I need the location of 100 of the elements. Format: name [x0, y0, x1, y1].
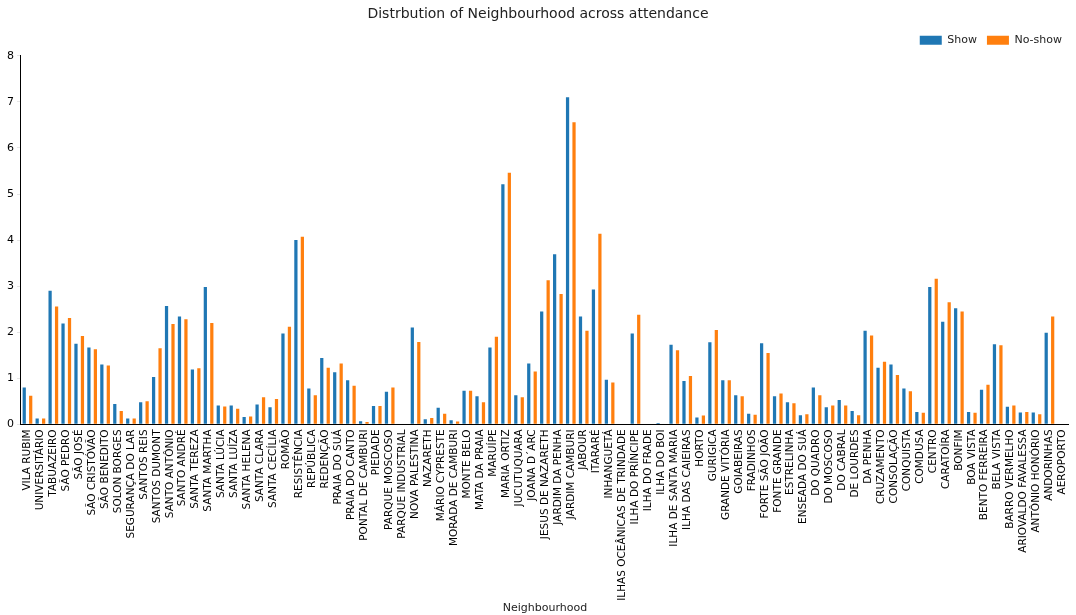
x-tick-label: BARRO VERMELHO — [1003, 429, 1016, 529]
bar — [540, 311, 544, 424]
bar — [553, 254, 557, 424]
bar — [164, 305, 169, 424]
x-tick-label: ILHA DAS CAIEIRAS — [679, 429, 692, 530]
bar — [979, 389, 984, 424]
legend-label: No-show — [1014, 33, 1062, 47]
x-tick-label: SANTO ANTÔNIO — [162, 429, 175, 519]
bar — [326, 367, 330, 424]
bar — [268, 407, 272, 424]
bar — [604, 379, 608, 424]
bar — [986, 384, 990, 424]
x-tick-label: SÃO PEDRO — [59, 429, 72, 492]
x-tick-label: NOVA PALESTINA — [408, 428, 421, 519]
x-tick-label: ILHA DO BOI — [654, 429, 667, 495]
x-tick-label: ILHA DE SANTA MARIA — [667, 428, 680, 547]
x-tick-label: BENTO FERREIRA — [977, 428, 990, 521]
x-tick-label: DO MOSCOSO — [822, 429, 835, 504]
x-tick-label: ITARARÉ — [589, 429, 602, 474]
bar — [714, 329, 718, 424]
x-tick-label: SANTA HELENA — [240, 428, 253, 510]
x-tick-label: UNIVERSITÁRIO — [33, 429, 46, 511]
x-tick-label: ARIOVALDO FAVALESSA — [1016, 428, 1029, 553]
bar — [378, 405, 382, 424]
bar — [410, 327, 414, 424]
bar — [190, 369, 195, 424]
x-tick-label: SÃO BENEDITO — [97, 429, 110, 510]
bar — [908, 391, 912, 424]
x-tick-label: BONFIM — [951, 429, 964, 471]
x-tick-label: CARATOÍRA — [938, 428, 951, 489]
bar — [747, 413, 751, 424]
x-tick-label: CONSOLAÇÃO — [886, 429, 899, 504]
x-tick-label: ESTRELINHA — [783, 428, 796, 495]
bar — [300, 236, 304, 424]
bar — [766, 352, 770, 424]
bar — [844, 405, 848, 424]
bar — [682, 381, 686, 424]
bar — [753, 414, 757, 424]
x-tick-label: JARDIM CAMBURI — [563, 429, 576, 521]
bar — [947, 302, 951, 424]
x-tick-label: DO CABRAL — [835, 429, 848, 491]
bar — [792, 403, 796, 424]
bar — [287, 326, 292, 424]
bar — [811, 387, 815, 424]
bar — [74, 343, 78, 424]
bar — [727, 380, 731, 424]
bar — [371, 405, 376, 424]
bar — [281, 333, 285, 424]
bar — [132, 418, 136, 424]
x-tick-label: SANTA MARTHA — [201, 428, 214, 512]
bar — [475, 396, 479, 424]
x-tick-label: MATA DA PRAIA — [472, 428, 485, 511]
x-tick-label: SOLON BORGES — [110, 429, 123, 514]
bar — [578, 316, 583, 424]
x-tick-label: ANTÔNIO HONÓRIO — [1029, 429, 1042, 533]
bar — [87, 347, 91, 424]
bar — [675, 350, 680, 424]
x-tick-label: DO QUADRO — [809, 429, 822, 496]
x-tick-label: ILHA DO PRÍNCIPE — [628, 429, 641, 525]
y-tick-label: 2 — [7, 325, 14, 339]
x-tick-label: JOANA D´ARC — [524, 429, 537, 502]
bar — [229, 405, 233, 424]
bar — [106, 365, 110, 424]
bar — [669, 344, 673, 424]
bar — [546, 280, 550, 424]
bar — [611, 382, 615, 424]
bar — [966, 411, 971, 424]
x-tick-label: ILHA DO FRADE — [641, 429, 654, 512]
bar — [449, 420, 453, 424]
bar — [785, 402, 790, 424]
bar — [507, 172, 511, 424]
bar — [462, 390, 466, 424]
bar — [585, 330, 589, 424]
bar — [876, 367, 880, 424]
x-tick-label: AEROPORTO — [1055, 429, 1068, 495]
bar — [869, 335, 874, 424]
x-tick-label: SANTOS REIS — [136, 429, 149, 500]
bar — [236, 408, 240, 424]
x-tick-label: CENTRO — [925, 429, 938, 474]
x-tick-label: SANTA CECÍLIA — [265, 428, 278, 508]
bar — [294, 240, 298, 424]
y-tick-label: 7 — [7, 94, 14, 108]
bar — [430, 417, 434, 424]
bar — [637, 314, 641, 424]
bar — [1005, 406, 1010, 424]
bar — [307, 388, 311, 424]
bar — [443, 413, 447, 424]
bar — [481, 402, 486, 424]
x-tick-label: VILA RUBIM — [20, 429, 33, 491]
bar — [177, 316, 182, 424]
bar — [80, 335, 85, 424]
x-tick-label: PRAIA DO SUÁ — [330, 428, 343, 505]
bar — [67, 317, 72, 424]
x-tick-label: JUCUTUQUARA — [511, 428, 524, 508]
y-tick-label: 6 — [7, 140, 14, 154]
bar — [837, 399, 841, 424]
bar — [708, 342, 712, 424]
bar — [339, 363, 343, 424]
x-tick-label: FORTE SÃO JOÃO — [757, 429, 770, 519]
x-tick-label: BOA VISTA — [964, 428, 977, 485]
